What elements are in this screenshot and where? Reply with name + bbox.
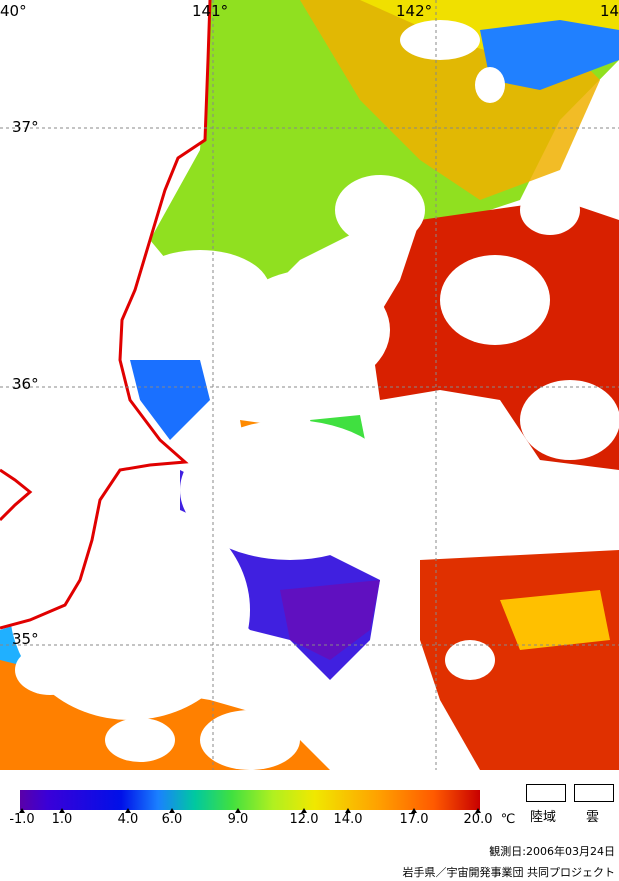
legend-tick-mark: [19, 808, 25, 813]
coastline-inlet: [0, 468, 33, 522]
longitude-label: 142°: [396, 2, 433, 20]
latitude-label: 37°: [12, 118, 39, 136]
legend-tick-label: 4.0: [117, 812, 139, 827]
observation-date: 観測日:2006年03月24日: [489, 845, 615, 858]
longitude-label: 14: [600, 2, 619, 20]
legend-tick-mark: [169, 808, 175, 813]
sea-region-purple-core: [280, 580, 380, 660]
coastline: [0, 0, 212, 630]
legend-tick-label: 20.0: [463, 812, 493, 827]
graticule: [0, 0, 619, 770]
legend-tick-mark: [235, 808, 241, 813]
credit-text: 岩手県／宇宙開発事業団 共同プロジェクト: [402, 866, 616, 879]
unit-label: ℃: [500, 812, 516, 827]
cloud-legend-label: 雲: [586, 810, 600, 825]
legend-tick-label: 14.0: [333, 812, 363, 827]
longitude-label: 40°: [0, 2, 27, 20]
legend-tick-mark: [301, 808, 307, 813]
legend-tick-label: -1.0: [9, 812, 35, 827]
legend-tick-mark: [59, 808, 65, 813]
land-area: [0, 0, 210, 630]
legend-tick-label: 17.0: [399, 812, 429, 827]
latitude-label: 36°: [12, 375, 39, 393]
cloud-legend-swatch: [574, 784, 614, 802]
land-legend-label: 陸域: [530, 810, 557, 825]
sea-region-blue-ne: [480, 20, 619, 90]
sea-region-coastal-blue: [130, 360, 210, 440]
sea-surface-temperature-map: [0, 0, 619, 770]
legend-tick-label: 1.0: [51, 812, 73, 827]
legend-tick-label: 9.0: [227, 812, 249, 827]
legend-tick-mark: [125, 808, 131, 813]
sea-region-south-east-yellow: [500, 590, 610, 650]
legend-tick-label: 6.0: [161, 812, 183, 827]
longitude-label: 141°: [192, 2, 229, 20]
temperature-color-scale: [20, 790, 480, 810]
land-legend-swatch: [526, 784, 566, 802]
legend-tick-mark: [411, 808, 417, 813]
legend-tick-mark: [345, 808, 351, 813]
legend-tick-label: 12.0: [289, 812, 319, 827]
latitude-label: 35°: [12, 630, 39, 648]
legend-tick-mark: [475, 808, 481, 813]
